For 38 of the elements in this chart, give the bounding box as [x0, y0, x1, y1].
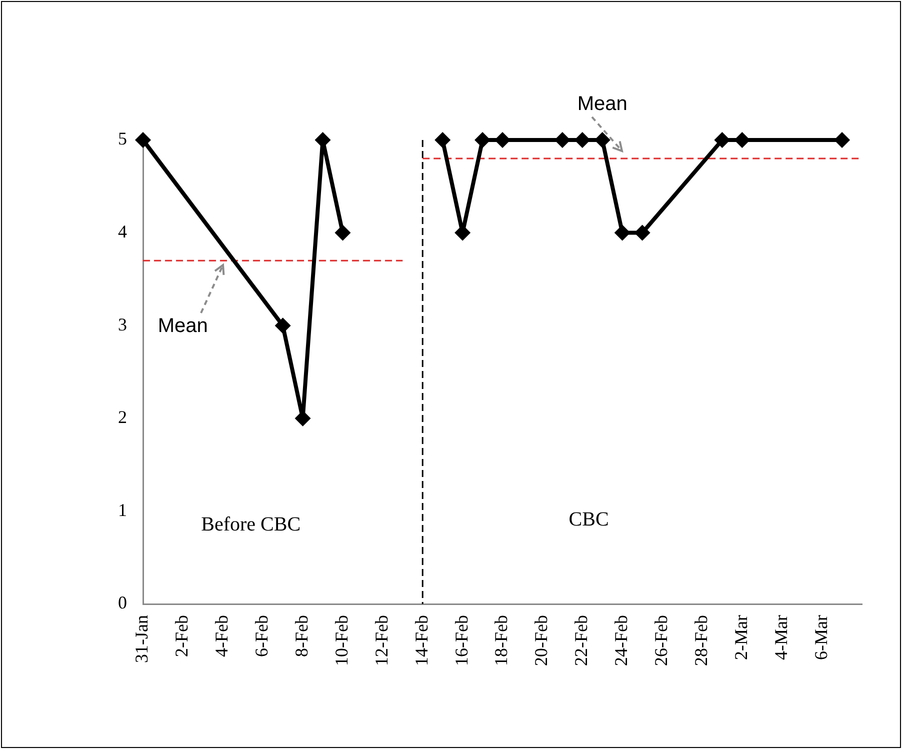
point: [314, 132, 331, 148]
x-tick-label: 28-Feb: [690, 615, 711, 666]
annotation: Mean: [577, 93, 628, 116]
x-tick-label: 2-Mar: [730, 615, 751, 660]
x-tick-label: 4-Feb: [212, 615, 232, 658]
y-tick-label: 1: [118, 500, 127, 520]
x-tick-label: 10-Feb: [331, 615, 352, 666]
point: [334, 224, 351, 241]
point: [574, 132, 590, 148]
y-tick-label: 3: [118, 314, 127, 334]
x-tick-label: 6-Feb: [252, 615, 272, 658]
x-tick-label: 4-Mar: [770, 615, 791, 660]
x-tick-label: 26-Feb: [651, 615, 672, 666]
annotation: Before CBC: [201, 513, 301, 536]
x-tick-label: 24-Feb: [611, 615, 632, 666]
point: [614, 224, 630, 241]
point: [135, 132, 151, 148]
point: [434, 132, 451, 148]
x-tick-label: 16-Feb: [451, 615, 472, 666]
point: [594, 132, 610, 148]
y-tick-label: 2: [118, 407, 127, 428]
y-tick-label: 5: [118, 128, 127, 149]
point: [274, 318, 291, 334]
y-tick-label: 0: [118, 592, 127, 613]
x-tick-label: 20-Feb: [531, 615, 552, 666]
x-tick-label: 6-Mar: [810, 615, 831, 660]
x-tick-label: 18-Feb: [491, 615, 512, 666]
x-tick-label: 12-Feb: [371, 615, 392, 666]
annotation: CBC: [568, 508, 609, 531]
point: [634, 224, 650, 241]
point: [494, 132, 510, 148]
x-tick-label: 22-Feb: [571, 615, 592, 666]
x-tick-label: 31-Jan: [132, 615, 152, 664]
x-tick-label: 8-Feb: [292, 615, 312, 658]
x-tick-label: 2-Feb: [172, 615, 192, 658]
annotation: Mean: [158, 315, 208, 338]
y-tick-label: 4: [118, 222, 127, 242]
x-tick-label: 14-Feb: [411, 615, 432, 666]
